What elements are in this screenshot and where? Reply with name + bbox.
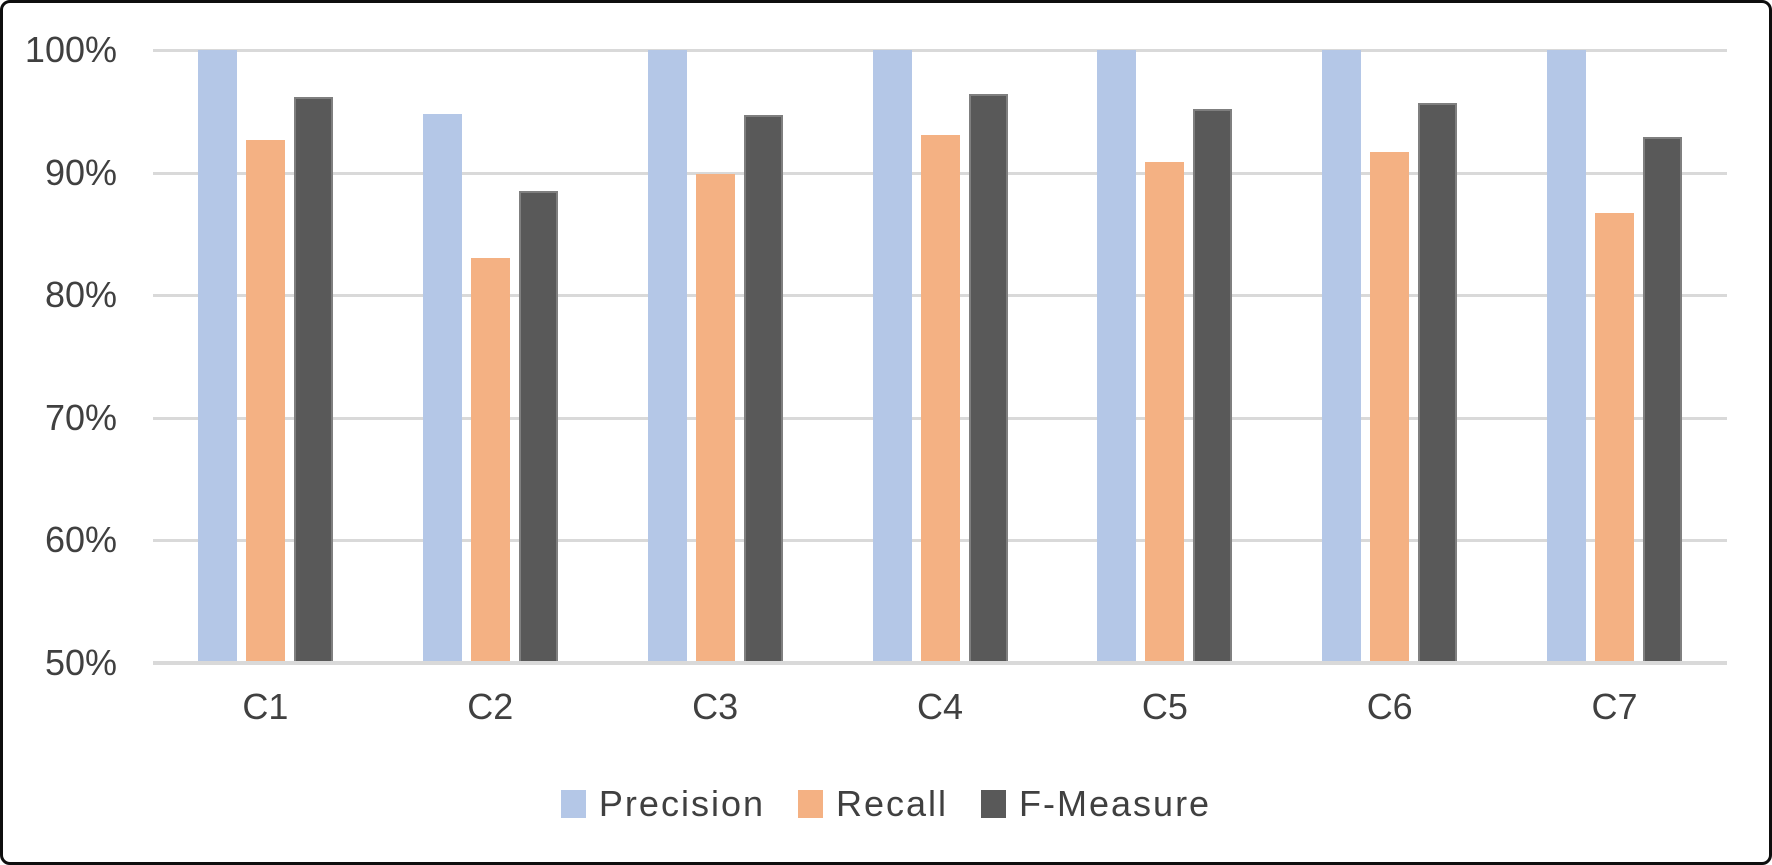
bar-precision-c1 (197, 50, 237, 663)
bar-recall-c2 (470, 258, 510, 663)
bar-f-measure-c4 (968, 94, 1008, 663)
legend-label: F-Measure (1019, 783, 1212, 824)
x-axis-category-label: C5 (1141, 686, 1188, 727)
bar-precision-c7 (1547, 50, 1587, 663)
legend: Precision Recall F-Measure (3, 779, 1769, 829)
bar-precision-c5 (1097, 50, 1137, 663)
x-axis-category-label: C4 (916, 686, 963, 727)
x-axis: C1 C2 C3 C4 C5 C6 C7 (153, 685, 1727, 735)
bar-recall-c4 (920, 134, 960, 663)
x-axis-category-label: C6 (1366, 686, 1413, 727)
legend-swatch-recall (797, 790, 823, 818)
bar-precision-c2 (422, 113, 462, 663)
bar-recall-c1 (245, 139, 285, 663)
legend-label: Precision (598, 783, 765, 824)
bar-recall-c5 (1145, 161, 1185, 663)
legend-swatch-f-measure (981, 790, 1007, 818)
bar-precision-c4 (872, 50, 912, 663)
legend-swatch-precision (560, 790, 586, 818)
y-axis-tick-label: 90% (44, 151, 117, 193)
bar-f-measure-c7 (1643, 137, 1683, 663)
x-axis-category-label: C7 (1591, 686, 1638, 727)
bar-precision-c3 (647, 50, 687, 663)
legend-item-f-measure: F-Measure (981, 782, 1211, 826)
x-axis-category-label: C1 (242, 686, 289, 727)
bar-recall-c7 (1595, 213, 1635, 663)
bar-f-measure-c6 (1418, 102, 1458, 663)
bar-recall-c3 (695, 173, 735, 663)
y-axis: 100% 90% 80% 70% 60% 50% (3, 29, 117, 683)
x-axis-category-label: C3 (692, 686, 739, 727)
y-axis-tick-label: 70% (44, 396, 117, 438)
bar-f-measure-c3 (743, 114, 783, 663)
y-axis-tick-label: 50% (44, 642, 117, 683)
x-axis-category-label: C2 (467, 686, 514, 727)
legend-label: Recall (835, 783, 949, 824)
bar-recall-c6 (1370, 151, 1410, 663)
y-axis-tick-label: 80% (44, 274, 117, 316)
y-axis-tick-label: 100% (24, 29, 117, 70)
bar-precision-c6 (1322, 50, 1362, 663)
bar-f-measure-c2 (518, 191, 558, 663)
bar-f-measure-c5 (1193, 108, 1233, 663)
legend-item-precision: Precision (560, 782, 765, 826)
bar-f-measure-c1 (293, 96, 333, 663)
gridline-100 (153, 49, 1727, 52)
legend-item-recall: Recall (797, 782, 949, 826)
x-axis-line (153, 661, 1727, 664)
plot-area (153, 49, 1727, 665)
y-axis-tick-label: 60% (44, 519, 117, 561)
